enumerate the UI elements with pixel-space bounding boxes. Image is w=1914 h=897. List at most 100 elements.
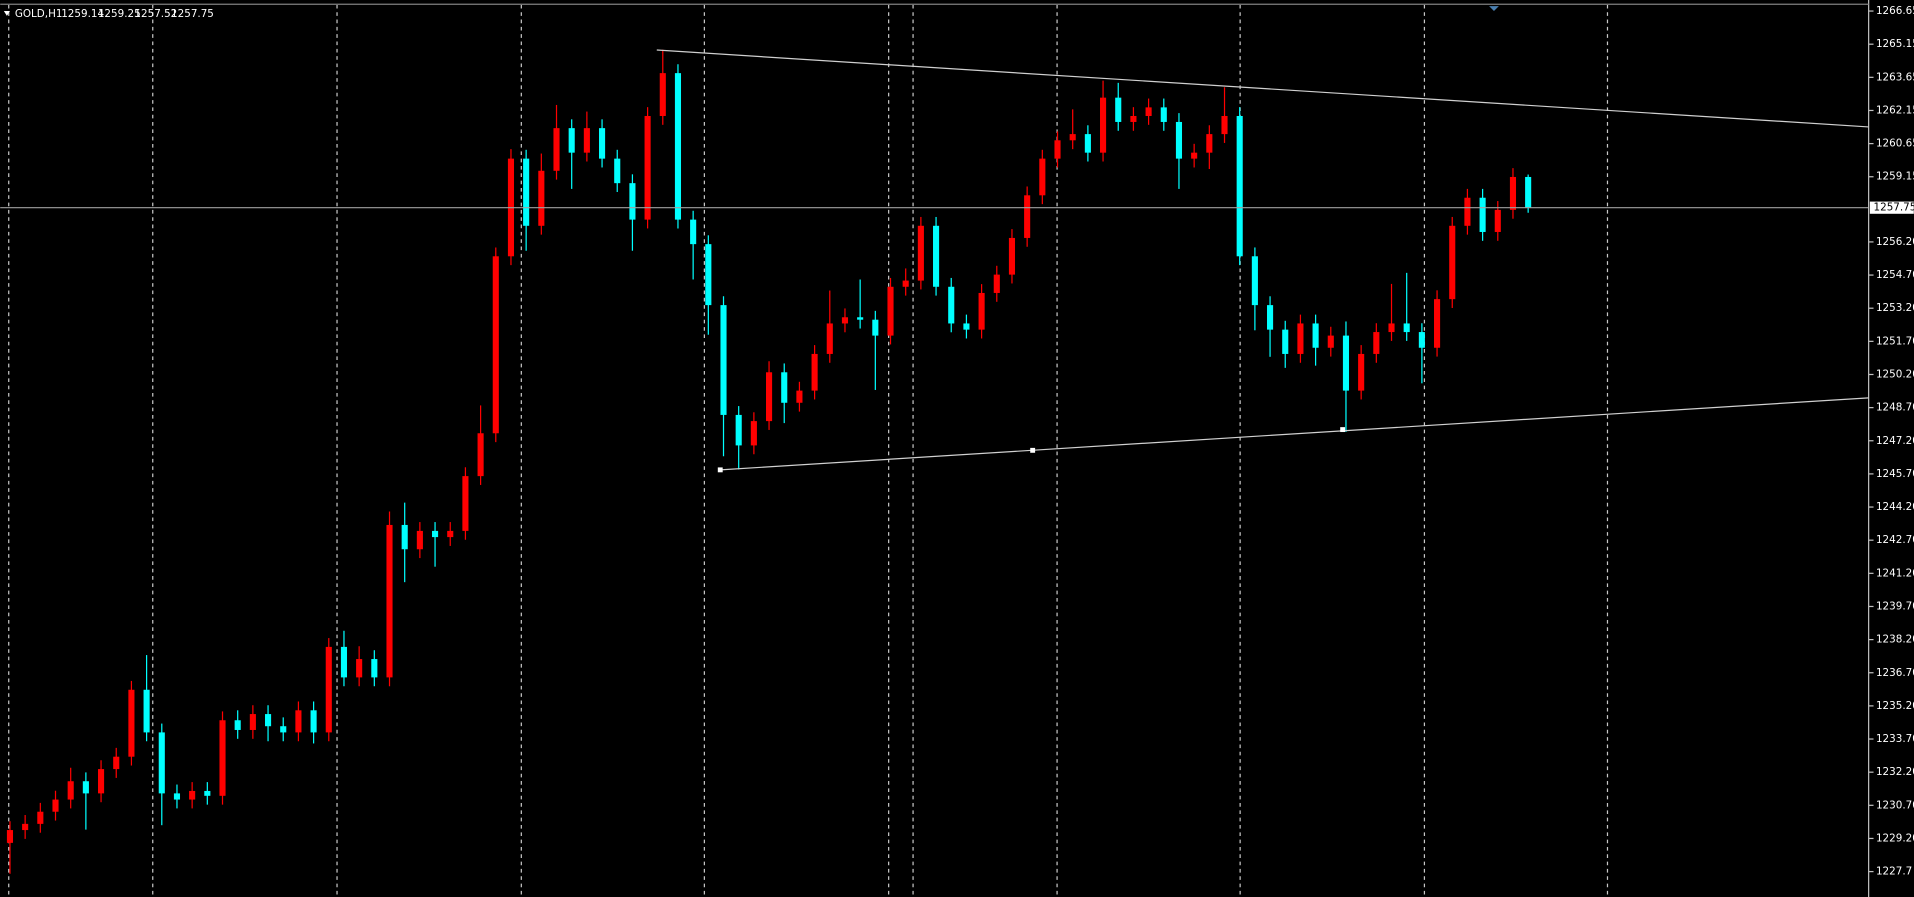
candle-body [265, 714, 272, 727]
candle-body [113, 756, 120, 770]
candle-body [811, 353, 818, 391]
candle-body [857, 317, 864, 320]
y-tick-label: 1235.20 [1876, 700, 1914, 712]
header-icon [3, 10, 10, 16]
y-tick-label: 1253.20 [1876, 302, 1914, 314]
y-tick-label: 1256.20 [1876, 236, 1914, 248]
candle-body [6, 830, 14, 843]
y-tick-label: 1251.70 [1876, 335, 1914, 347]
candle-body [371, 659, 378, 678]
y-tick-label: 1244.20 [1876, 501, 1914, 513]
candle-body [599, 128, 606, 159]
candle-body [98, 769, 105, 794]
candle-body [1373, 332, 1380, 354]
candle-body [189, 790, 196, 800]
candle-body [492, 256, 499, 434]
candle-body [887, 286, 894, 336]
candle-body [735, 414, 742, 446]
candle-body [432, 530, 439, 538]
candle-body [173, 793, 181, 800]
candle-body [1221, 115, 1228, 135]
candle-body [720, 305, 727, 415]
candle-body [1509, 176, 1517, 210]
candle-body [1236, 115, 1243, 257]
price-axis: 1266.65 1265.15 1263.65 1262.15 1260.65 1259.… [1868, 5, 1914, 878]
trendline-handle[interactable] [717, 467, 723, 473]
candle-body [1039, 158, 1046, 196]
symbol: GOLD,H1 [15, 8, 63, 20]
candle-body [1008, 237, 1016, 275]
candle-body [872, 319, 879, 336]
candle-body [1130, 115, 1137, 122]
candle-body [1267, 305, 1274, 330]
y-tick-label: 1238.20 [1876, 634, 1914, 646]
y-tick-label: 1229.20 [1876, 832, 1914, 844]
candle-body [82, 781, 89, 794]
y-tick-label: 1266.65 [1876, 5, 1914, 17]
candle-body [340, 646, 348, 678]
candle-body [325, 646, 332, 733]
candle-body [523, 158, 530, 226]
candle-body [917, 225, 924, 281]
candle-body [204, 790, 211, 796]
candle-body [690, 219, 697, 245]
candle-body [674, 73, 682, 220]
y-tick-label: 1250.20 [1876, 368, 1914, 380]
candle-body [37, 811, 44, 824]
candle-body [978, 292, 985, 330]
candle-body [766, 372, 773, 422]
candle-body [234, 720, 241, 730]
candle-body [629, 183, 636, 220]
candle-body [1145, 107, 1152, 116]
candle-body [826, 323, 833, 354]
candle-body [750, 421, 757, 446]
candle-body [1297, 323, 1304, 354]
header-high: 1259.25 [98, 8, 141, 20]
candle-body [52, 799, 59, 812]
candle-body [22, 823, 29, 831]
y-tick-label: 1230.70 [1876, 799, 1914, 811]
y-tick-label: 1254.70 [1876, 269, 1914, 281]
candle-body [67, 781, 74, 800]
y-tick-label: 1233.70 [1876, 733, 1914, 745]
candle-body [796, 390, 803, 403]
candle-body [902, 280, 909, 287]
header-open: 1259.14 [61, 8, 104, 20]
candle-body [705, 244, 712, 306]
candle-body [249, 714, 256, 730]
y-tick-label: 1242.70 [1876, 534, 1914, 546]
candle-body [1191, 152, 1198, 159]
candle-body [553, 128, 560, 171]
candle-body [1251, 256, 1258, 306]
candle-body [1069, 134, 1076, 141]
candle-body [1494, 209, 1501, 232]
shift-marker [1489, 6, 1499, 11]
trendline-handle[interactable] [1030, 447, 1036, 453]
candles [0, 49, 1869, 874]
candle-body [1342, 335, 1350, 391]
candle-body [447, 530, 454, 538]
candle-body [993, 274, 1000, 293]
current-price-box [1869, 201, 1914, 214]
candle-body [1175, 121, 1183, 159]
candle-body [1327, 335, 1334, 348]
y-tick-label: 1245.70 [1876, 468, 1914, 480]
lower-trendline [720, 397, 1869, 471]
candle-body [1449, 225, 1456, 300]
trendline-handle[interactable] [1340, 427, 1346, 433]
candle-body [386, 524, 393, 678]
y-tick-label: 1247.20 [1876, 435, 1914, 447]
candle-body [614, 158, 621, 184]
candle-body [401, 524, 408, 550]
candle-body [1100, 97, 1107, 153]
candle-body [1479, 197, 1486, 232]
candle-body [356, 659, 363, 678]
header-close: 1257.75 [171, 8, 214, 20]
candle-body [1206, 134, 1213, 153]
candle-body [1282, 329, 1289, 354]
y-tick-label: 1262.15 [1876, 104, 1914, 116]
current-price-label: 1257.75 [1874, 202, 1914, 214]
candle-body [1434, 299, 1441, 348]
y-tick-label: 1265.15 [1876, 38, 1914, 50]
header-low: 1257.52 [134, 8, 177, 20]
